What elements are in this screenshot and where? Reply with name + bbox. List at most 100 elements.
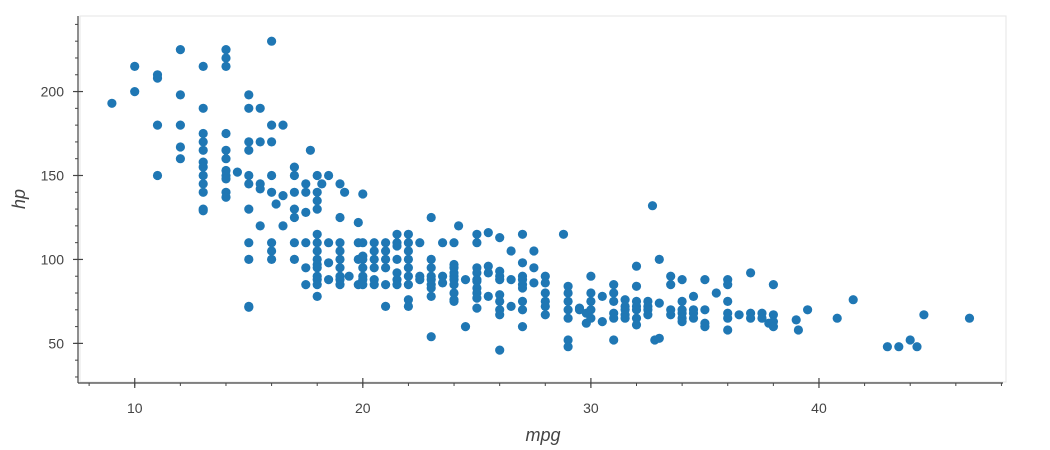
data-point [175, 142, 185, 152]
data-point [919, 310, 929, 320]
data-point [312, 246, 322, 256]
data-point [267, 170, 277, 181]
data-point [244, 238, 254, 248]
data-point [301, 179, 311, 189]
data-point [335, 263, 345, 273]
data-point [403, 295, 413, 305]
data-point [803, 305, 813, 315]
data-point [586, 296, 596, 306]
data-point [912, 342, 922, 352]
data-point [700, 275, 710, 285]
data-point [255, 137, 265, 147]
y-tick-label: 200 [41, 84, 65, 100]
data-point [483, 228, 493, 238]
data-point [540, 301, 550, 311]
data-point [244, 170, 254, 181]
data-point [449, 288, 459, 298]
data-point [198, 162, 208, 172]
data-point [403, 280, 413, 290]
data-point [643, 310, 653, 320]
data-point [305, 145, 315, 155]
data-point [403, 238, 413, 248]
data-point [289, 212, 299, 223]
data-point [244, 302, 254, 312]
data-point [301, 187, 311, 197]
data-point [609, 313, 619, 323]
data-point [324, 275, 334, 285]
data-point [631, 261, 642, 271]
data-point [289, 187, 299, 197]
data-point [289, 254, 299, 264]
data-point [221, 145, 231, 155]
data-point [438, 238, 448, 248]
data-point [198, 103, 208, 113]
y-tick-label: 150 [41, 167, 65, 183]
data-point [631, 305, 642, 315]
data-point [271, 199, 281, 209]
data-point [506, 301, 516, 311]
data-point [631, 281, 642, 291]
data-point [267, 246, 277, 256]
data-point [586, 313, 596, 323]
data-point [267, 254, 277, 264]
data-point [221, 61, 231, 71]
data-point [130, 87, 140, 97]
data-point [289, 204, 299, 214]
data-point [324, 170, 334, 181]
data-point [244, 254, 254, 264]
data-point [198, 179, 208, 189]
data-point [517, 322, 528, 332]
data-point [415, 275, 425, 285]
data-point [107, 98, 117, 108]
data-point [540, 278, 550, 288]
data-point [472, 229, 482, 239]
data-point [460, 322, 471, 332]
data-point [317, 179, 327, 189]
data-point [563, 313, 573, 323]
data-point [586, 305, 596, 315]
data-point [221, 128, 231, 139]
data-point [688, 291, 699, 301]
data-point [221, 53, 231, 63]
data-point [495, 275, 505, 285]
data-point [506, 246, 516, 256]
data-point [267, 187, 277, 197]
data-point [369, 246, 379, 256]
data-point [495, 345, 505, 355]
data-point [964, 313, 975, 323]
data-point [312, 263, 322, 273]
data-point [301, 280, 311, 290]
data-point [244, 103, 254, 113]
data-point [175, 45, 185, 55]
data-point [403, 271, 413, 281]
data-point [631, 313, 642, 323]
data-point [312, 229, 322, 239]
data-point [495, 296, 505, 306]
y-axis-title: hp [9, 189, 29, 209]
data-point [517, 229, 528, 239]
data-point [472, 238, 482, 248]
data-point [757, 313, 767, 323]
data-point [403, 229, 413, 239]
data-point [540, 310, 550, 320]
data-point [403, 254, 413, 264]
data-point [746, 313, 756, 323]
data-point [426, 332, 436, 342]
x-axis-title: mpg [525, 425, 560, 445]
data-point [175, 120, 185, 130]
data-point [654, 298, 664, 308]
data-point [221, 192, 231, 202]
data-point [483, 261, 493, 271]
data-point [426, 283, 436, 293]
data-point [609, 296, 619, 306]
data-point [175, 90, 185, 100]
data-point [278, 191, 288, 201]
data-point [312, 280, 322, 290]
data-point [381, 280, 391, 290]
data-point [700, 305, 710, 315]
x-tick-label: 10 [127, 400, 143, 416]
data-point [198, 128, 208, 139]
data-point [517, 305, 528, 315]
data-point [472, 276, 482, 286]
